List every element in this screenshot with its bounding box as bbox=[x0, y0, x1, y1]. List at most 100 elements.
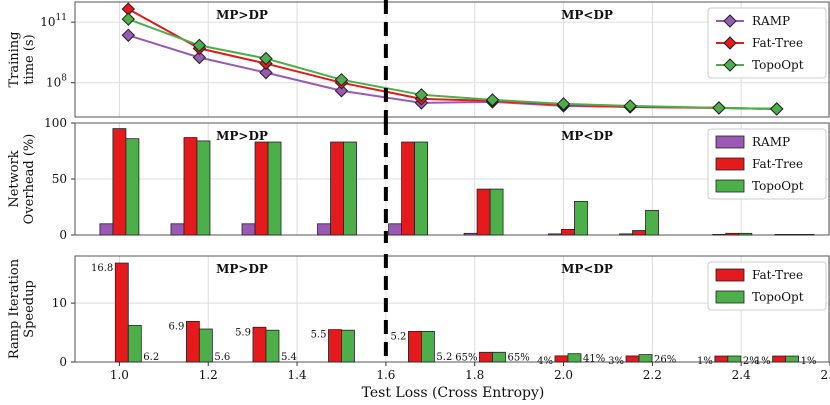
x-tick-label: 2.0 bbox=[554, 368, 573, 382]
data-point bbox=[121, 12, 136, 26]
data-point bbox=[485, 93, 500, 107]
data-point bbox=[623, 99, 637, 113]
legend-swatch bbox=[715, 290, 745, 304]
region-label-mp-lt-dp: MP<DP bbox=[561, 262, 613, 276]
y-axis-label: Network bbox=[7, 150, 22, 207]
panel-frame bbox=[74, 255, 830, 363]
bar bbox=[241, 223, 256, 236]
bar bbox=[727, 355, 742, 363]
legend-box bbox=[707, 7, 827, 79]
bar bbox=[317, 223, 331, 236]
bar bbox=[170, 223, 185, 236]
legend-label: TopoOpt bbox=[752, 290, 804, 304]
bar bbox=[343, 141, 357, 236]
y-tick-exponent: 11 bbox=[56, 13, 67, 23]
data-label: 1% bbox=[801, 356, 817, 367]
bar bbox=[408, 330, 422, 363]
data-label: 5.6 bbox=[214, 352, 230, 363]
legend-label: TopoOpt bbox=[752, 179, 804, 193]
y-tick-exponent: 8 bbox=[61, 74, 67, 84]
data-label: 3% bbox=[608, 356, 624, 367]
data-label: 2% bbox=[743, 356, 759, 367]
y-tick-label: 50 bbox=[52, 172, 67, 186]
bar bbox=[492, 351, 506, 363]
bar bbox=[127, 325, 142, 363]
panel-frame bbox=[74, 122, 830, 236]
bar bbox=[388, 223, 402, 236]
bar bbox=[772, 355, 786, 363]
bar bbox=[574, 200, 588, 236]
bar bbox=[645, 209, 659, 236]
data-point bbox=[192, 38, 207, 53]
bar bbox=[554, 355, 569, 363]
y-axis-label: Training bbox=[7, 31, 22, 87]
data-label: 65% bbox=[507, 352, 529, 363]
bar bbox=[185, 320, 200, 363]
data-label: 41% bbox=[583, 354, 605, 365]
x-tick-label: 1.6 bbox=[376, 368, 395, 382]
bar bbox=[112, 128, 127, 236]
bar bbox=[638, 354, 653, 363]
region-label-mp-lt-dp: MP<DP bbox=[561, 129, 613, 143]
data-label: 5.2 bbox=[391, 331, 407, 342]
x-tick-label: 1.4 bbox=[288, 368, 307, 382]
speedup-panel: 0 10 Ramp Iteration Speedup MP>DP MP<DP 16.8 6.… bbox=[7, 254, 830, 382]
data-point bbox=[334, 84, 349, 98]
bar bbox=[328, 329, 342, 363]
bar bbox=[414, 141, 428, 236]
x-tick-label: 2.6 bbox=[820, 368, 830, 382]
y-axis-label: Ramp Iteration bbox=[7, 258, 22, 359]
legend-label: Fat-Tree bbox=[752, 36, 803, 50]
x-tick-label: 1.2 bbox=[199, 368, 218, 382]
y-axis-label: Overhead (%) bbox=[22, 134, 37, 225]
x-tick-label: 1.0 bbox=[110, 368, 129, 382]
bar bbox=[489, 188, 504, 236]
legend-label: Fat-Tree bbox=[752, 268, 803, 282]
training-time-panel: 108 1011 Training time (s) MP>DP MP<DP RAMP Fat… bbox=[7, 0, 830, 125]
bar bbox=[99, 223, 114, 236]
bar bbox=[738, 232, 753, 236]
legend-label: RAMP bbox=[752, 135, 790, 149]
data-point bbox=[769, 102, 784, 116]
legend-swatch bbox=[715, 268, 745, 282]
data-label: 4% bbox=[537, 356, 553, 367]
y-tick-label: 10 bbox=[52, 296, 67, 310]
bar bbox=[548, 233, 562, 236]
x-axis-label: Test Loss (Cross Entropy) bbox=[362, 385, 545, 401]
bar bbox=[196, 140, 211, 236]
data-label: 16.8 bbox=[91, 263, 113, 274]
y-axis-label: time (s) bbox=[22, 34, 37, 84]
bar bbox=[712, 234, 727, 236]
legend-swatch bbox=[715, 179, 745, 193]
bar bbox=[714, 355, 729, 363]
data-label: 6.9 bbox=[168, 321, 184, 332]
data-point bbox=[334, 72, 349, 87]
y-axis-label: Speedup bbox=[22, 280, 37, 338]
data-label: 1% bbox=[755, 356, 771, 367]
legend-swatch-marker bbox=[723, 58, 737, 72]
bar bbox=[330, 141, 344, 236]
data-point bbox=[259, 65, 273, 80]
legend-swatch-marker bbox=[723, 14, 737, 28]
bar bbox=[252, 326, 267, 363]
bar bbox=[800, 234, 815, 236]
data-point bbox=[556, 97, 571, 111]
bar bbox=[198, 328, 213, 363]
y-tick-label: 1011 bbox=[40, 13, 67, 29]
data-label: 65% bbox=[455, 352, 477, 363]
region-label-mp-gt-dp: MP>DP bbox=[216, 8, 268, 22]
bar bbox=[114, 262, 129, 363]
data-label: 6.2 bbox=[143, 352, 159, 363]
bar bbox=[476, 188, 491, 236]
data-point bbox=[712, 101, 726, 115]
legend-label: TopoOpt bbox=[752, 58, 804, 72]
bar bbox=[619, 233, 633, 236]
legend-swatch bbox=[715, 157, 745, 171]
bar bbox=[632, 230, 646, 236]
bar bbox=[561, 228, 575, 236]
data-label: 5.5 bbox=[311, 330, 327, 341]
data-point bbox=[121, 28, 136, 42]
bar bbox=[183, 137, 198, 236]
bar bbox=[785, 355, 799, 363]
panel-frame bbox=[74, 1, 830, 118]
